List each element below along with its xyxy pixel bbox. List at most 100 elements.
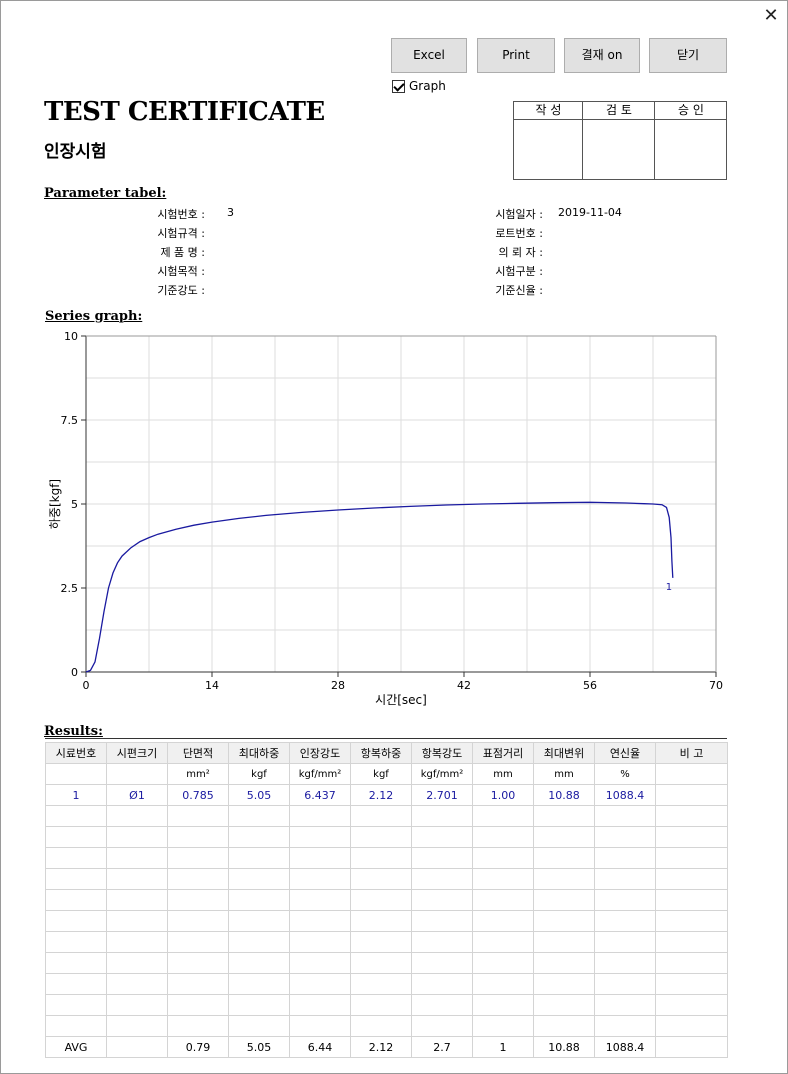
table-header-row: 시료번호 시편크기 단면적 최대하중 인장강도 항복하중 항복강도 표점거리 최대변위 연신율 비 …	[45, 742, 728, 764]
table-cell	[411, 1015, 473, 1037]
table-cell	[594, 1015, 656, 1037]
table-cell	[411, 805, 473, 827]
table-cell	[655, 847, 728, 869]
table-cell	[411, 973, 473, 995]
table-cell	[167, 805, 229, 827]
table-cell	[655, 1036, 728, 1058]
checkbox-checked-icon[interactable]	[392, 79, 405, 93]
table-cell	[350, 910, 412, 932]
table-row	[45, 868, 728, 890]
table-cell	[167, 973, 229, 995]
table-cell	[594, 952, 656, 974]
table-row	[45, 889, 728, 911]
table-cell: 인장강도	[289, 742, 351, 764]
table-cell	[472, 805, 534, 827]
param-label: 의 뢰 자 :	[498, 246, 543, 259]
table-cell	[289, 826, 351, 848]
table-cell	[655, 889, 728, 911]
table-cell	[411, 910, 473, 932]
table-cell: 1088.4	[594, 784, 656, 806]
table-cell	[533, 910, 595, 932]
table-cell	[655, 910, 728, 932]
page-title: TEST CERTIFICATE	[44, 97, 325, 127]
chart-y-tick-label: 7.5	[61, 414, 79, 427]
table-row	[45, 847, 728, 869]
excel-button[interactable]: Excel	[391, 38, 467, 73]
table-cell	[289, 931, 351, 953]
table-cell	[533, 889, 595, 911]
table-cell	[533, 805, 595, 827]
table-cell: 6.44	[289, 1036, 351, 1058]
table-cell	[106, 952, 168, 974]
table-avg-row: AVG 0.79 5.05 6.44 2.12 2.7 1 10.88 1088.4	[45, 1036, 728, 1058]
table-cell: 5.05	[228, 784, 290, 806]
chart-y-tick-label: 2.5	[61, 582, 79, 595]
close-icon[interactable]: ✕	[763, 5, 779, 26]
table-cell	[167, 952, 229, 974]
table-cell	[106, 847, 168, 869]
graph-checkbox[interactable]: Graph	[392, 79, 446, 93]
param-value-test-number: 3	[227, 206, 234, 219]
print-button[interactable]: Print	[477, 38, 555, 73]
chart-y-tick-label: 5	[71, 498, 78, 511]
table-cell	[106, 763, 168, 785]
param-label: 시험목적 :	[157, 265, 205, 278]
table-cell	[350, 826, 412, 848]
table-cell: 최대변위	[533, 742, 595, 764]
table-cell	[167, 868, 229, 890]
table-cell	[106, 973, 168, 995]
table-cell	[655, 763, 728, 785]
approval-box: 작 성 검 토 승 인	[513, 101, 727, 180]
table-cell	[411, 847, 473, 869]
table-cell	[472, 847, 534, 869]
table-cell	[411, 826, 473, 848]
param-label: 제 품 명 :	[160, 246, 205, 259]
table-cell: 1.00	[472, 784, 534, 806]
table-cell: 항복강도	[411, 742, 473, 764]
table-units-row: mm² kgf kgf/mm² kgf kgf/mm² mm mm%	[45, 763, 728, 785]
chart-x-tick-label: 42	[457, 679, 471, 692]
table-cell: kgf	[350, 763, 412, 785]
table-cell	[228, 973, 290, 995]
table-cell: 2.12	[350, 784, 412, 806]
table-cell	[228, 847, 290, 869]
table-cell	[655, 952, 728, 974]
table-cell	[106, 805, 168, 827]
load-time-chart: 0 14 28 42 56 70 0 2.5 5 7.5 10 1 시간[sec] 하중[kgf]	[48, 330, 723, 707]
table-cell	[289, 994, 351, 1016]
table-cell	[655, 826, 728, 848]
close-button[interactable]: 닫기	[649, 38, 727, 73]
table-cell	[411, 889, 473, 911]
table-cell	[228, 910, 290, 932]
approval-toggle-button[interactable]: 결재 on	[564, 38, 640, 73]
table-cell	[350, 868, 412, 890]
table-cell	[45, 847, 107, 869]
chart-x-tick-label: 56	[583, 679, 597, 692]
param-label: 시험규격 :	[157, 227, 205, 240]
table-cell	[350, 952, 412, 974]
param-value-test-date: 2019-11-04	[558, 206, 622, 219]
table-cell: 표점거리	[472, 742, 534, 764]
table-cell: kgf	[228, 763, 290, 785]
approval-col-author: 작 성	[514, 102, 583, 120]
table-cell: 항복하중	[350, 742, 412, 764]
table-cell	[167, 889, 229, 911]
table-cell: 최대하중	[228, 742, 290, 764]
table-cell: 시료번호	[45, 742, 107, 764]
table-cell	[350, 973, 412, 995]
table-cell: 2.701	[411, 784, 473, 806]
table-row	[45, 931, 728, 953]
table-cell	[533, 994, 595, 1016]
table-cell: kgf/mm²	[411, 763, 473, 785]
table-row: 1 Ø1 0.785 5.05 6.437 2.12 2.701 1.00 10.88 1088.…	[45, 784, 728, 806]
param-label: 로트번호 :	[495, 227, 543, 240]
table-cell	[106, 889, 168, 911]
table-cell: %	[594, 763, 656, 785]
table-cell: 0.79	[167, 1036, 229, 1058]
table-cell	[594, 868, 656, 890]
table-row	[45, 910, 728, 932]
results-section-title: Results:	[44, 724, 103, 739]
table-cell	[655, 973, 728, 995]
chart-x-axis-label: 시간[sec]	[375, 693, 427, 707]
